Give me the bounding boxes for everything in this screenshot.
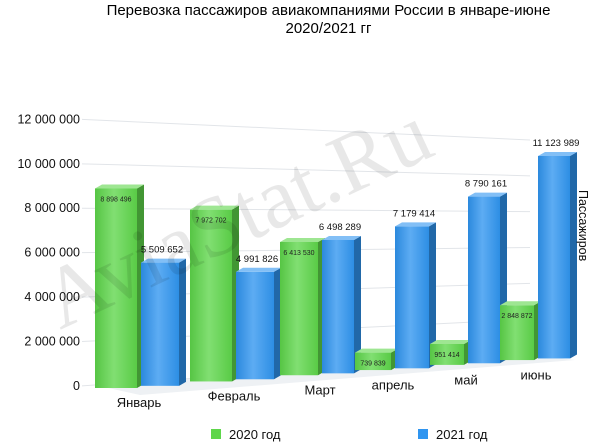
bar-top <box>95 184 144 189</box>
data-label: 6 498 289 <box>319 222 361 233</box>
bar-top <box>190 205 239 210</box>
bar-top <box>280 237 325 242</box>
bar-side <box>570 151 577 359</box>
bar-front <box>355 352 391 371</box>
legend-swatch <box>418 429 428 439</box>
bar-2021-5: 11 123 989 <box>533 138 580 359</box>
bar-top <box>500 301 541 306</box>
y-tick-label: 4 000 000 <box>24 290 80 304</box>
data-label: 6 413 530 <box>283 250 314 257</box>
y-tick-label: 0 <box>73 379 80 393</box>
bar-front <box>280 241 318 376</box>
bar-2021-3: 7 179 414 <box>393 208 436 369</box>
gridline <box>81 118 531 141</box>
x-category-label: июнь <box>521 368 552 383</box>
chart-floor <box>95 355 575 395</box>
bar-2021-4: 8 790 161 <box>465 179 507 364</box>
bar-front <box>190 209 232 382</box>
bar-2020-5: 2 848 872 <box>500 301 541 361</box>
bar-front <box>141 262 179 386</box>
bar-front <box>538 155 570 359</box>
x-category-label: Февраль <box>208 388 261 403</box>
x-category-label: Январь <box>117 395 162 410</box>
legend-label: 2020 год <box>229 427 281 442</box>
y-tick-label: 12 000 000 <box>17 112 80 126</box>
bar-front <box>430 343 464 365</box>
y-tick-label: 8 000 000 <box>24 201 80 215</box>
y-tick-label: 2 000 000 <box>24 334 80 348</box>
chart-title-line-1: Перевозка пассажиров авиакомпаниями Росс… <box>106 2 551 19</box>
data-label: 2 848 872 <box>501 313 532 320</box>
bar-top <box>538 151 577 156</box>
bar-top <box>322 235 361 240</box>
chart-title: Перевозка пассажиров авиакомпаниями Росс… <box>60 2 597 38</box>
bar-top <box>430 339 471 344</box>
bar-2021-0: 5 509 652 <box>141 245 186 386</box>
x-category-label: апрель <box>372 377 415 392</box>
chart-title-line-2: 2020/2021 гг <box>285 20 372 37</box>
data-label: 951 414 <box>434 352 459 359</box>
floor-plane <box>95 355 575 395</box>
legend-swatch <box>211 429 221 439</box>
legend: 2020 год 2021 год <box>211 427 488 442</box>
legend-label: 2021 год <box>436 427 488 442</box>
y-axis-ticks: 0 2 000 000 4 000 000 6 000 000 8 000 000 10 … <box>17 112 80 392</box>
bar-side <box>429 222 436 369</box>
bar-side <box>179 258 186 386</box>
data-label: 8 790 161 <box>465 179 507 190</box>
data-label: 739 839 <box>360 361 385 368</box>
bar-top <box>468 192 507 197</box>
data-label: 4 991 826 <box>236 254 278 265</box>
bar-top <box>236 267 281 272</box>
bar-front <box>468 196 500 364</box>
x-category-label: май <box>454 372 477 387</box>
bar-front <box>236 271 274 380</box>
y-tick-label: 10 000 000 <box>17 157 80 171</box>
x-axis-categories: Январь Февраль Март апрель май июнь <box>117 368 552 410</box>
bar-2020-2: 6 413 530 <box>280 237 325 376</box>
y-tick-label: 6 000 000 <box>24 246 80 260</box>
bar-side <box>274 267 281 380</box>
bar-front <box>322 239 354 374</box>
bars: 8 898 496 5 509 652 7 972 702 4 991 826 6 41… <box>95 138 579 388</box>
data-label: 8 898 496 <box>100 196 131 203</box>
bar-top <box>395 222 436 227</box>
legend-item-2021: 2021 год <box>418 427 488 442</box>
data-label: 11 123 989 <box>533 138 580 149</box>
gridline <box>81 163 531 177</box>
legend-item-2020: 2020 год <box>211 427 281 442</box>
bar-top <box>355 348 398 353</box>
data-label: 7 179 414 <box>393 208 435 219</box>
bar-side <box>354 235 361 374</box>
data-label: 7 972 702 <box>195 218 226 225</box>
bar-2020-3: 739 839 <box>355 348 398 371</box>
bar-front <box>95 188 137 388</box>
bar-2021-2: 6 498 289 <box>319 222 361 374</box>
x-category-label: Март <box>304 382 335 397</box>
bar-2020-4: 951 414 <box>430 339 471 365</box>
bar-2021-1: 4 991 826 <box>236 254 281 380</box>
bar-front <box>500 305 534 361</box>
y-axis-label: Пассажиров <box>576 190 590 262</box>
bar-front <box>395 226 429 369</box>
gridline <box>81 207 531 213</box>
data-label: 5 509 652 <box>141 245 183 256</box>
bar-top <box>141 258 186 263</box>
